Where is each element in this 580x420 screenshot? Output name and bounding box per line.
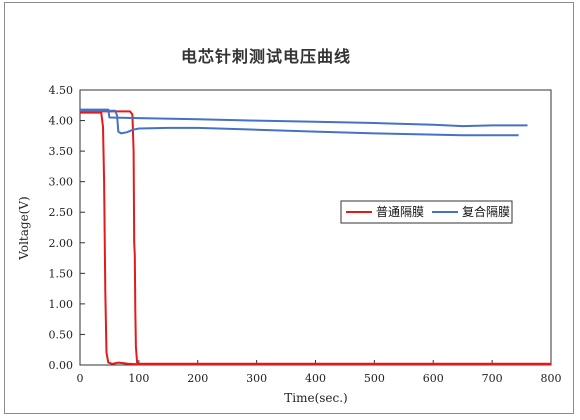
y-tick-label: 3.50 [49,145,74,158]
y-axis-title: Voltage(V) [17,196,31,260]
x-tick-label: 400 [305,372,326,385]
x-tick-label: 600 [423,372,444,385]
x-tick-label: 700 [482,372,503,385]
x-tick-label: 100 [128,372,149,385]
series-1-line-1 [80,111,551,366]
series-1-line-2 [80,110,551,365]
y-axis: 0.00 0.50 1.00 1.50 2.00 2.50 3.00 3.50 4.00 4.50 [49,84,85,372]
y-tick-label: 4.50 [49,84,74,97]
legend-box [340,200,513,224]
series-group [80,108,551,366]
x-tick-label: 300 [246,372,267,385]
x-tick-label: 500 [364,372,385,385]
x-axis: 0 100 200 300 400 500 600 700 800 [77,360,562,385]
y-tick-label: 1.50 [49,267,74,280]
x-axis-title: Time(sec.) [284,391,347,405]
series-2-line-2 [80,109,519,137]
y-tick-label: 0.00 [49,359,74,372]
series-2-line-1 [80,108,528,128]
y-tick-label: 2.50 [49,206,74,219]
y-tick-label: 3.00 [49,176,74,189]
x-tick-label: 0 [77,372,84,385]
chart-title: 电芯针刺测试电压曲线 [181,47,351,66]
legend: 普通隔膜 复合隔膜 [340,200,513,224]
legend-label-series-1: 普通隔膜 [376,205,424,219]
y-tick-label: 4.00 [49,115,74,128]
y-tick-label: 2.00 [49,237,74,250]
legend-label-series-2: 复合隔膜 [462,204,510,219]
x-tick-label: 800 [541,372,562,385]
y-tick-label: 1.00 [49,298,74,311]
y-tick-label: 0.50 [49,328,74,341]
x-tick-label: 200 [187,372,208,385]
